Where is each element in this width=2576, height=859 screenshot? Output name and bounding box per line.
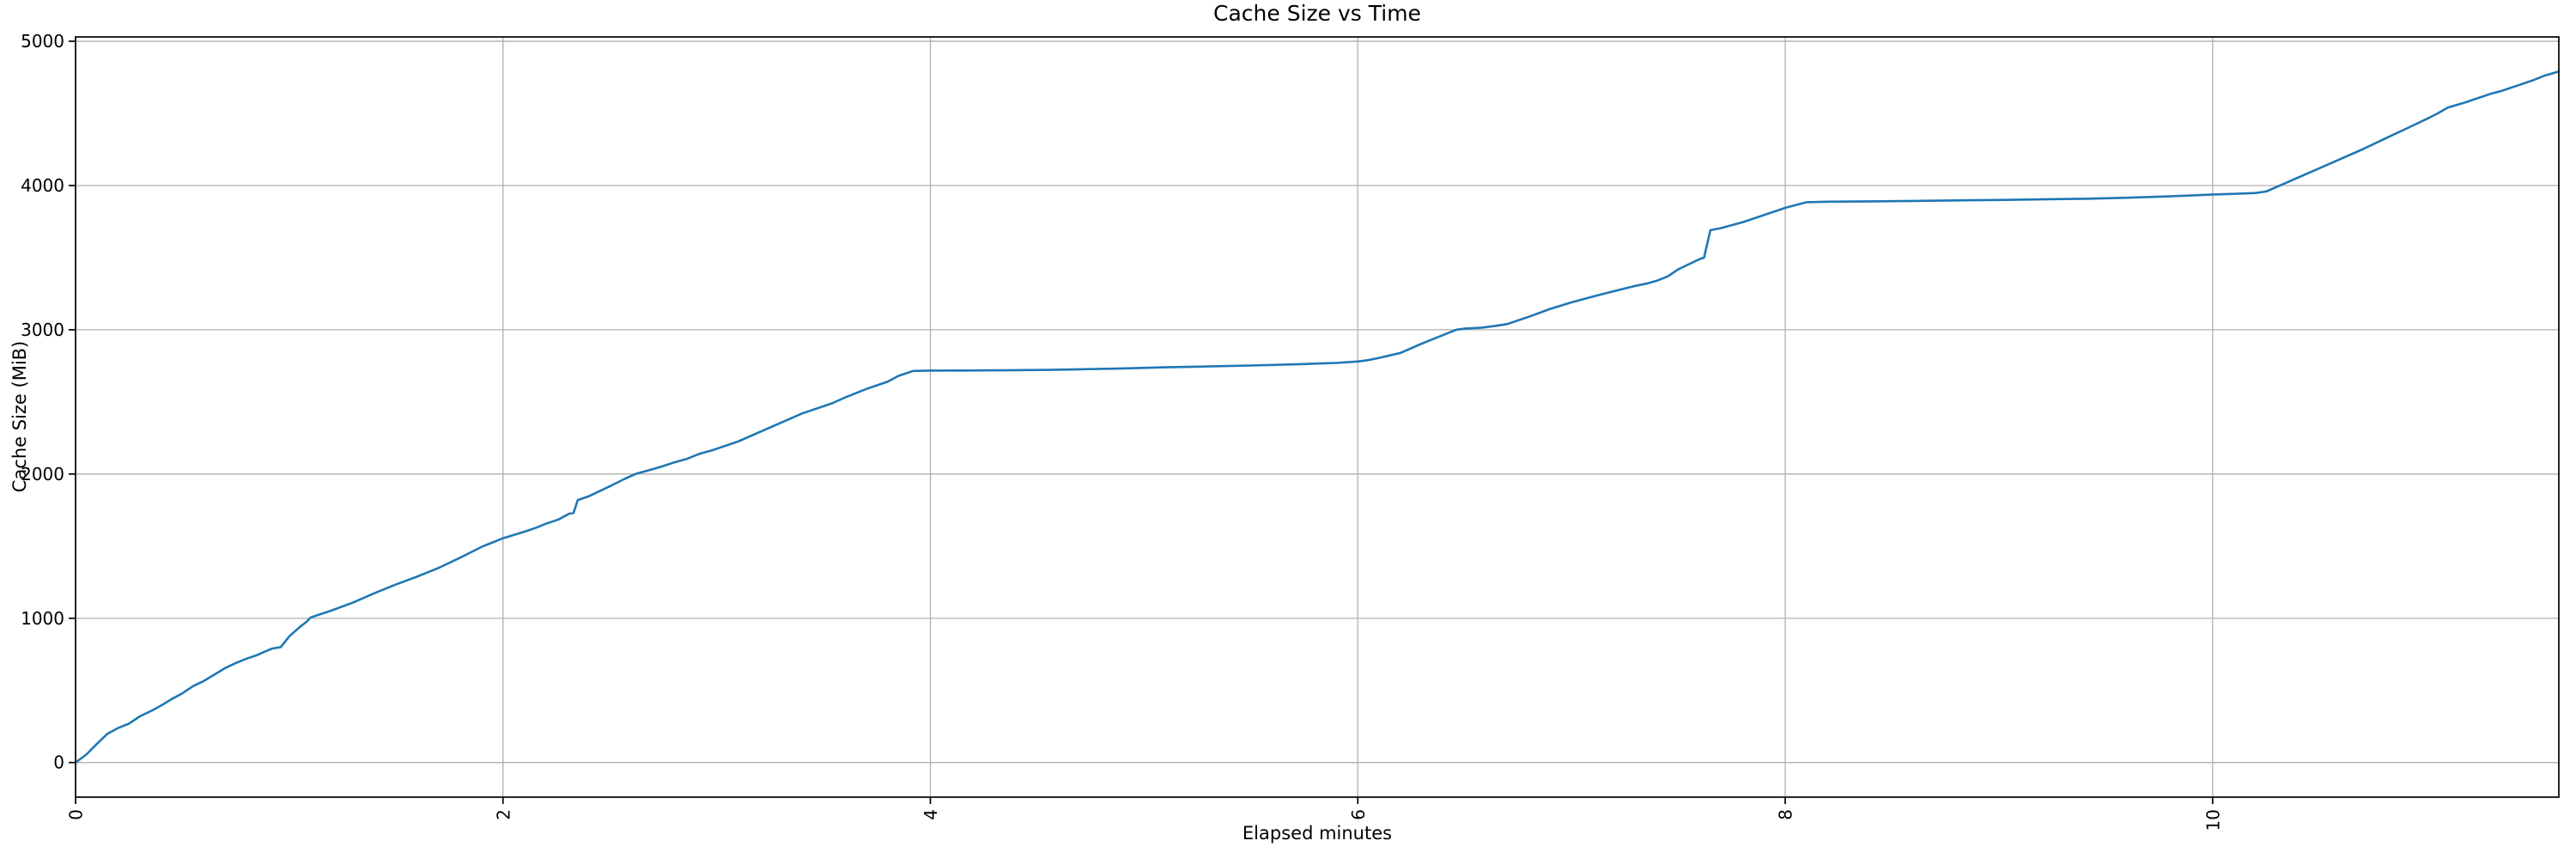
x-tick-label: 4 (920, 809, 941, 820)
chart-title: Cache Size vs Time (1213, 1, 1421, 26)
x-tick-label: 0 (66, 809, 87, 820)
y-tick-label: 3000 (21, 320, 64, 340)
x-tick-label: 6 (1348, 809, 1369, 820)
x-tick-label: 10 (2202, 809, 2223, 831)
x-axis-label: Elapsed minutes (1242, 823, 1393, 844)
y-tick-label: 0 (53, 752, 64, 773)
y-tick-label: 1000 (21, 608, 64, 629)
plot-border (75, 36, 2560, 798)
y-tick-label: 4000 (21, 175, 64, 196)
x-tick-label: 8 (1776, 809, 1796, 820)
x-tick-label: 2 (493, 809, 513, 820)
series-line-cache_size_mib (74, 70, 2561, 765)
y-axis-label: Cache Size (MiB) (9, 340, 30, 493)
y-tick-label: 5000 (21, 31, 64, 52)
y-tick-label: 2000 (21, 464, 64, 484)
